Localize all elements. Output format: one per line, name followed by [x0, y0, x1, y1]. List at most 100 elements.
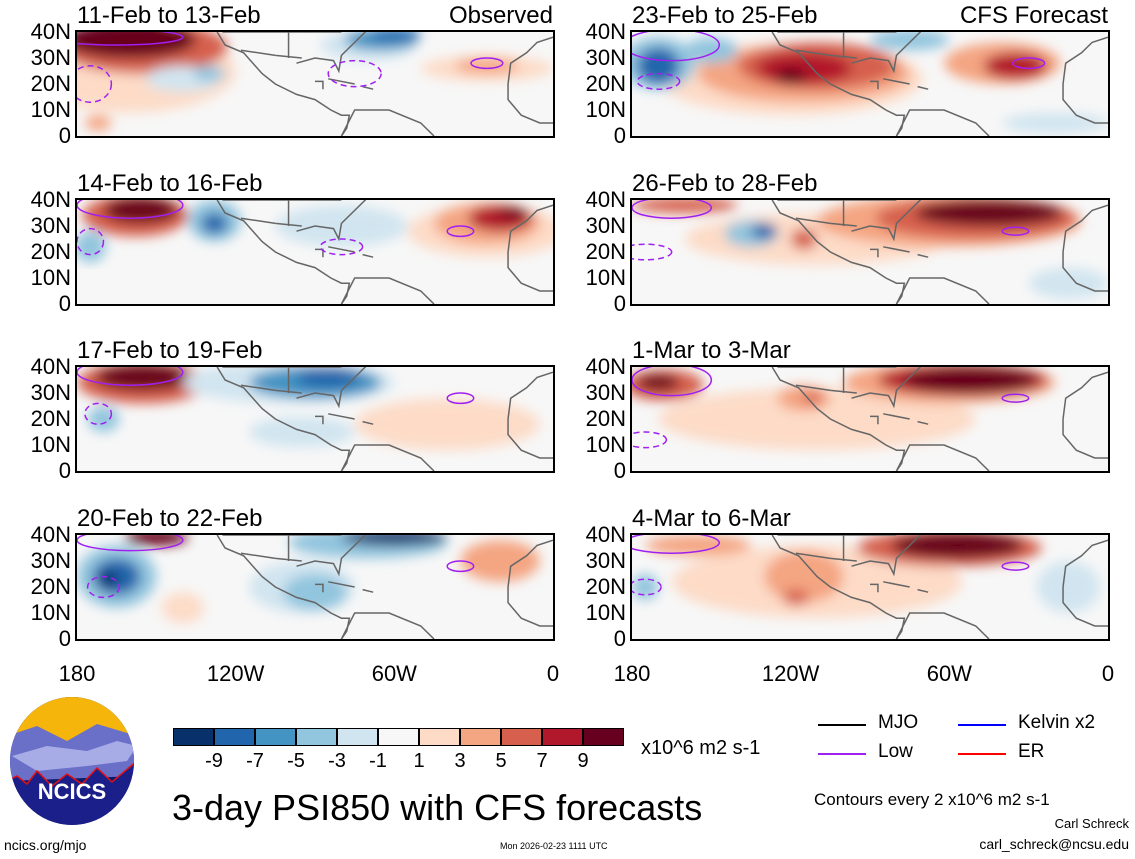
coastline: [315, 415, 324, 425]
coastline: [851, 32, 922, 74]
website-url: ncics.org/mjo: [4, 837, 87, 853]
psi850-map-panel: [630, 533, 1110, 641]
coastline: [216, 199, 351, 304]
main-title: 3-day PSI850 with CFS forecasts: [172, 787, 703, 828]
psi850-map-panel: [75, 197, 555, 306]
coastline: [771, 367, 906, 471]
y-tick-label: 20N: [585, 238, 626, 264]
anomaly-shading: [84, 115, 112, 131]
anomaly-shading: [1036, 561, 1101, 613]
panel-title: 23-Feb to 25-Feb: [632, 2, 818, 29]
x-tick-label: 120W: [206, 661, 265, 686]
coastline: [507, 371, 553, 420]
anomaly-shading: [790, 228, 818, 249]
anomaly-shading: [632, 199, 738, 213]
panel-title: 17-Feb to 19-Feb: [77, 337, 263, 364]
legend-label: ER: [1018, 741, 1045, 762]
y-tick-label: 40N: [585, 186, 626, 212]
colorbar-swatch: [173, 728, 214, 746]
coastline: [340, 612, 435, 639]
x-tick-label: 60W: [371, 661, 417, 686]
legend-line-mjo: [818, 724, 866, 726]
colorbar-units: x10^6 m2 s-1: [641, 737, 761, 759]
low-contour: [632, 367, 713, 397]
y-tick-label: 20N: [30, 406, 71, 431]
anomaly-shading: [98, 571, 120, 587]
x-tick-label: 0: [1101, 661, 1115, 686]
legend-line-low: [818, 753, 866, 755]
low-contour: [632, 242, 673, 261]
colorbar-tick-label: 3: [454, 750, 466, 772]
psi850-map-panel: [75, 365, 555, 473]
low-contour: [632, 578, 662, 596]
anomaly-shading: [632, 574, 659, 600]
coastline: [240, 384, 276, 392]
coastline: [315, 583, 324, 593]
y-tick-label: 20N: [30, 71, 71, 96]
legend-line-kelvin: [958, 724, 1006, 726]
y-tick-label: 20N: [30, 238, 71, 264]
low-contour: [632, 535, 721, 554]
panel-title: 11-Feb to 13-Feb: [77, 2, 261, 29]
y-tick-label: 10N: [30, 432, 71, 457]
coastline: [1062, 371, 1108, 420]
coastline: [883, 413, 910, 420]
colorbar-tick-label: -3: [328, 750, 346, 772]
anomaly-shading: [161, 592, 204, 624]
low-contour: [84, 402, 113, 425]
coastline: [771, 199, 906, 304]
panel-title: 1-Mar to 3-Mar: [632, 337, 791, 364]
coastline: [1062, 251, 1108, 292]
coastline: [328, 581, 355, 588]
y-tick-label: 20N: [585, 406, 626, 431]
y-tick-label: 0: [58, 458, 71, 483]
psi850-map-panel: [630, 365, 1110, 473]
author: Carl Schreck: [1054, 816, 1129, 831]
anomaly-shading: [782, 589, 810, 606]
coastline: [296, 199, 367, 241]
low-contour: [632, 431, 668, 449]
legend-label: MJO: [878, 712, 919, 733]
low-contour: [77, 199, 184, 219]
coastline: [328, 413, 355, 420]
coastline: [771, 32, 906, 136]
coastline: [315, 248, 324, 257]
y-tick-label: 30N: [30, 548, 71, 573]
panel-title: 26-Feb to 28-Feb: [632, 169, 818, 197]
y-tick-label: 40N: [30, 522, 71, 547]
anomaly-shading: [1002, 112, 1108, 134]
y-tick-label: 20N: [30, 574, 71, 599]
coastline: [895, 444, 990, 471]
x-tick-label: 180: [58, 661, 96, 686]
coastline: [883, 78, 910, 85]
coastline: [870, 583, 879, 593]
low-contour: [86, 575, 121, 599]
low-contour: [77, 65, 113, 103]
colorbar-tick-label: -5: [287, 750, 305, 772]
coastline: [362, 253, 374, 258]
panel-title: 4-Mar to 6-Mar: [632, 505, 791, 532]
coastline: [362, 420, 374, 425]
coastline: [870, 415, 879, 425]
anomaly-shading: [248, 416, 355, 448]
coastline: [917, 420, 929, 425]
colorbar-tick-label: 7: [536, 750, 548, 772]
y-tick-label: 10N: [585, 97, 626, 122]
coastline: [507, 84, 553, 124]
y-tick-label: 40N: [585, 522, 626, 547]
anomaly-shading: [1028, 267, 1108, 299]
y-tick-label: 20N: [585, 71, 626, 96]
anomaly-shading: [645, 535, 751, 556]
anomaly-shading: [904, 367, 1037, 393]
svg-text:NCICS: NCICS: [38, 779, 106, 804]
coastline: [328, 78, 355, 85]
panel-label: Observed: [448, 2, 553, 29]
coastline: [315, 80, 324, 90]
x-tick-label: 180: [613, 661, 651, 686]
y-tick-label: 10N: [30, 97, 71, 122]
y-tick-label: 10N: [585, 264, 626, 290]
coastline: [895, 276, 990, 304]
psi850-map-panel: [75, 30, 555, 138]
coastline: [851, 199, 922, 241]
